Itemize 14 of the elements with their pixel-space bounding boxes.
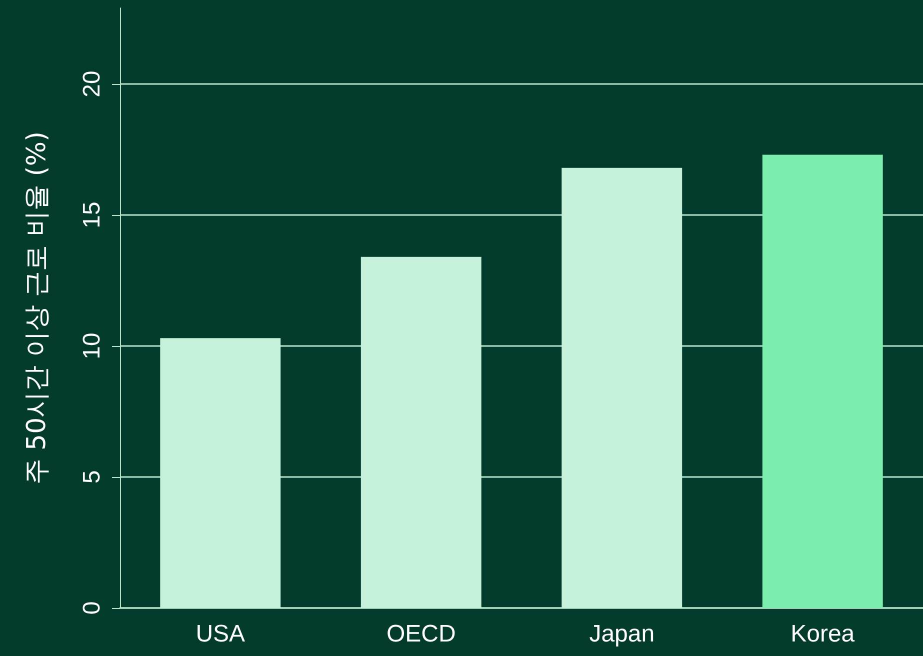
x-tick-label: USA [196, 620, 246, 648]
x-tick-label: Korea [790, 620, 856, 648]
bar [762, 154, 883, 608]
bar [562, 168, 682, 608]
bar [160, 338, 281, 608]
y-tick-label: 5 [78, 470, 106, 484]
y-tick-label: 15 [78, 202, 106, 228]
y-axis-title: 주 50시간 이상 근로 비율 (%) [22, 131, 52, 485]
y-tick-label: 0 [78, 601, 106, 615]
y-tick-label: 20 [78, 70, 106, 98]
bar [360, 256, 482, 608]
x-tick-label: OECD [386, 620, 456, 648]
x-tick-label: Japan [589, 620, 655, 648]
y-tick-label: 10 [78, 332, 106, 360]
